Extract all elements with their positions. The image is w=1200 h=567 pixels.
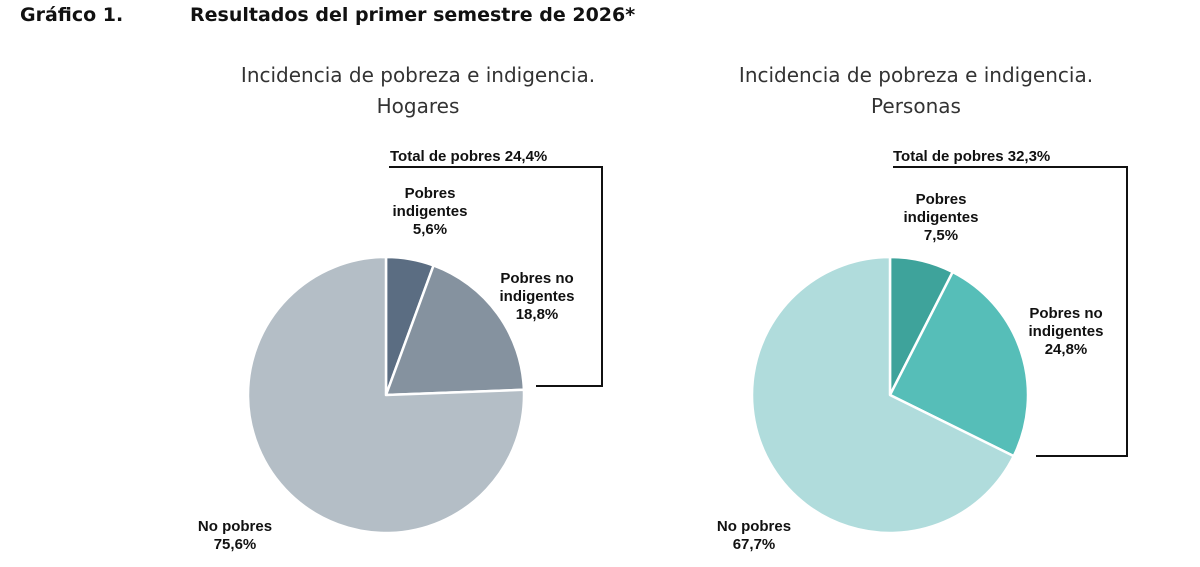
total-poor-label: Total de pobres 32,3% xyxy=(893,148,1050,165)
chart-title-line2: Personas xyxy=(871,94,961,118)
slice-value-label: 5,6% xyxy=(413,221,447,238)
total-poor-label: Total de pobres 24,4% xyxy=(390,148,547,165)
total-bracket xyxy=(893,166,1128,457)
slice-name-label: indigentes xyxy=(1028,323,1103,340)
slice-name-label: Pobres no xyxy=(500,270,573,287)
slice-name-label: No pobres xyxy=(717,518,791,535)
slice-name-label: indigentes xyxy=(499,288,574,305)
slice-value-label: 24,8% xyxy=(1045,341,1088,358)
chart-title-line1: Incidencia de pobreza e indigencia. xyxy=(739,63,1093,87)
slice-name-label: indigentes xyxy=(392,203,467,220)
pie-slice xyxy=(246,255,526,535)
slice-value-label: 67,7% xyxy=(733,536,776,553)
total-bracket xyxy=(389,166,603,387)
pie-slice xyxy=(750,255,1015,535)
slice-name-label: No pobres xyxy=(198,518,272,535)
slice-value-label: 18,8% xyxy=(516,306,559,323)
pie-slice xyxy=(888,270,1030,458)
slice-name-label: Pobres xyxy=(916,191,967,208)
pie-slice xyxy=(384,264,526,397)
slice-name-label: Pobres xyxy=(405,185,456,202)
figure-title: Resultados del primer semestre de 2026* xyxy=(190,4,636,26)
slice-value-label: 75,6% xyxy=(214,536,257,553)
figure-label: Gráfico 1. xyxy=(20,4,124,26)
slice-value-label: 7,5% xyxy=(924,227,958,244)
slice-name-label: Pobres no xyxy=(1029,305,1102,322)
chart-title-line1: Incidencia de pobreza e indigencia. xyxy=(241,63,595,87)
chart-title-line2: Hogares xyxy=(377,94,460,118)
slice-name-label: indigentes xyxy=(903,209,978,226)
